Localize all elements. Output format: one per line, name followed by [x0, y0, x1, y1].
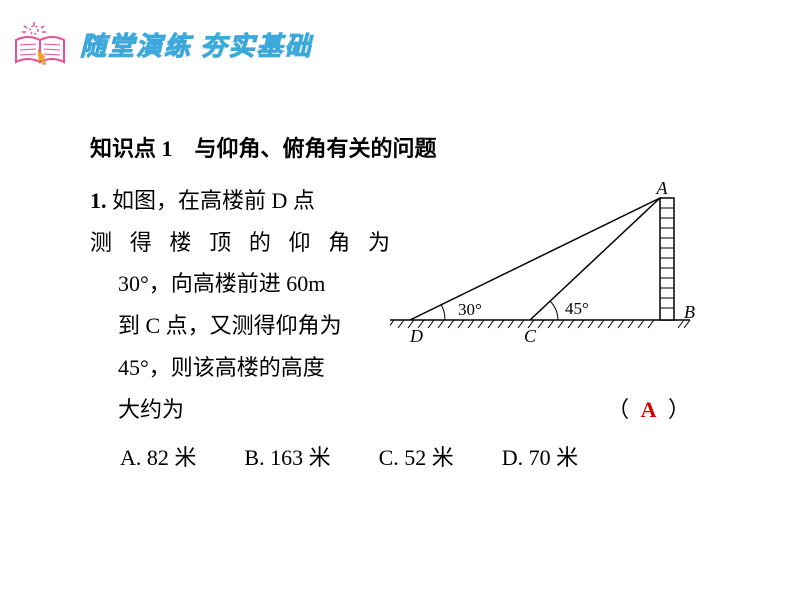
knowledge-point-title: 知识点 1 与仰角、俯角有关的问题 — [90, 128, 730, 170]
label-D: D — [409, 326, 423, 346]
label-B: B — [684, 302, 695, 322]
option-C: C. 52 米 — [379, 437, 454, 479]
question-body: 1. 如图，在高楼前 D 点 测得楼顶的仰角为 30°，向高楼前进 60m 到 … — [90, 180, 390, 389]
geometry-diagram: A B C D 30° 45° — [390, 180, 730, 370]
label-30: 30° — [458, 300, 482, 319]
options-row: A. 82 米 B. 163 米 C. 52 米 D. 70 米 — [90, 437, 730, 479]
header-title: 随堂演练 夯实基础 — [80, 26, 313, 63]
book-sunrise-icon — [10, 20, 70, 68]
label-45: 45° — [565, 299, 589, 318]
question-number: 1. — [90, 188, 107, 213]
q-line-2: 30°，向高楼前进 60m — [90, 263, 390, 305]
label-A: A — [656, 180, 669, 198]
q-last-line: 大约为 — [118, 389, 184, 431]
answer-letter: A — [635, 397, 663, 422]
q-line-1: 测得楼顶的仰角为 — [90, 222, 390, 264]
q-line-0: 如图，在高楼前 D 点 — [112, 188, 315, 213]
answer-bracket: （ A ） — [607, 389, 690, 431]
option-B: B. 163 米 — [244, 437, 330, 479]
label-C: C — [524, 326, 537, 346]
option-A: A. 82 米 — [120, 437, 196, 479]
q-line-3: 到 C 点，又测得仰角为 — [90, 305, 390, 347]
q-line-4: 45°，则该高楼的高度 — [90, 347, 390, 389]
option-D: D. 70 米 — [502, 437, 578, 479]
